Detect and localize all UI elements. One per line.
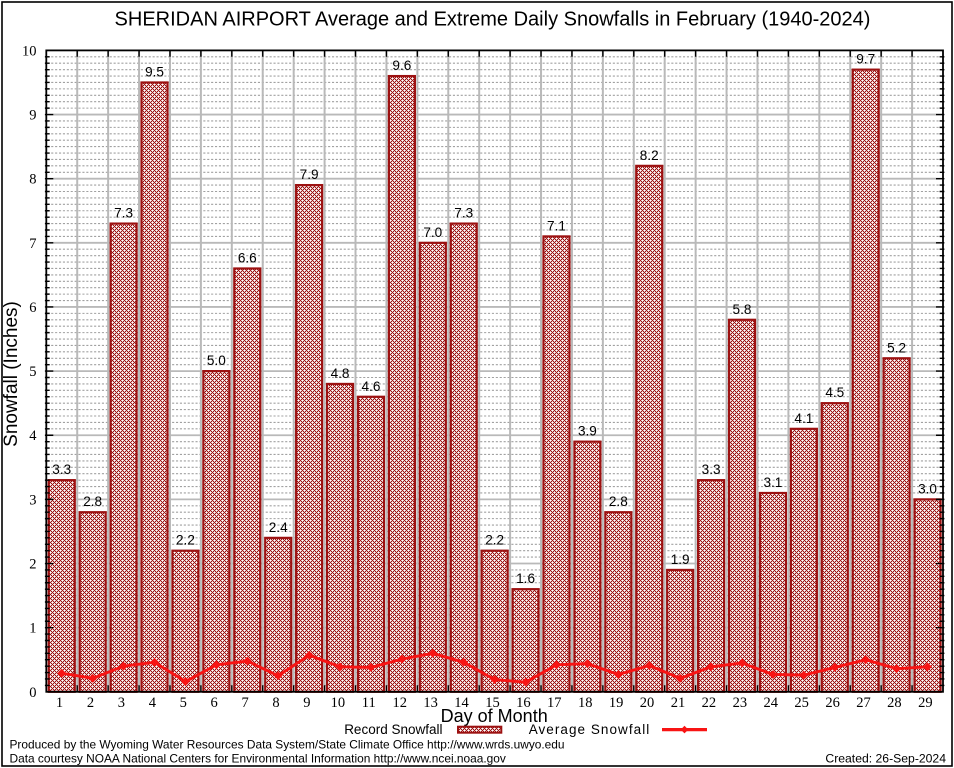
svg-text:1: 1 bbox=[56, 695, 63, 711]
svg-text:7.9: 7.9 bbox=[300, 167, 319, 182]
svg-text:3.3: 3.3 bbox=[52, 462, 71, 477]
svg-text:5: 5 bbox=[29, 364, 36, 380]
svg-text:7.0: 7.0 bbox=[423, 225, 442, 240]
svg-text:4: 4 bbox=[29, 428, 37, 444]
svg-text:6: 6 bbox=[29, 300, 36, 316]
svg-text:7.3: 7.3 bbox=[454, 206, 473, 221]
svg-text:10: 10 bbox=[331, 695, 346, 711]
svg-text:20: 20 bbox=[640, 695, 655, 711]
svg-text:3: 3 bbox=[29, 492, 36, 508]
svg-text:Record Snowfall: Record Snowfall bbox=[344, 722, 442, 737]
svg-text:8.2: 8.2 bbox=[640, 148, 659, 163]
svg-text:28: 28 bbox=[887, 695, 902, 711]
svg-text:9.7: 9.7 bbox=[856, 52, 875, 67]
svg-text:4.6: 4.6 bbox=[362, 379, 381, 394]
svg-text:3.3: 3.3 bbox=[702, 462, 721, 477]
svg-text:Snowfall (Inches): Snowfall (Inches) bbox=[1, 301, 22, 447]
svg-text:9: 9 bbox=[303, 695, 310, 711]
svg-text:7: 7 bbox=[29, 236, 36, 252]
svg-text:23: 23 bbox=[733, 695, 748, 711]
svg-text:2: 2 bbox=[29, 557, 36, 573]
svg-text:8: 8 bbox=[29, 172, 36, 188]
svg-text:13: 13 bbox=[423, 695, 438, 711]
svg-text:Produced by the Wyoming Water: Produced by the Wyoming Water Resources … bbox=[10, 738, 565, 752]
svg-text:4.8: 4.8 bbox=[331, 366, 350, 381]
svg-text:7.1: 7.1 bbox=[547, 218, 566, 233]
svg-text:14: 14 bbox=[454, 695, 469, 711]
svg-text:1.6: 1.6 bbox=[516, 571, 535, 586]
svg-text:3.9: 3.9 bbox=[578, 424, 597, 439]
svg-text:4.5: 4.5 bbox=[825, 385, 844, 400]
svg-text:5.2: 5.2 bbox=[887, 340, 906, 355]
svg-text:SHERIDAN AIRPORT Average and E: SHERIDAN AIRPORT Average and Extreme Dai… bbox=[115, 9, 871, 31]
svg-text:2: 2 bbox=[87, 695, 94, 711]
svg-text:26: 26 bbox=[825, 695, 840, 711]
svg-text:2.4: 2.4 bbox=[269, 520, 288, 535]
svg-text:10: 10 bbox=[22, 43, 37, 59]
svg-text:4.1: 4.1 bbox=[794, 411, 813, 426]
svg-text:7: 7 bbox=[241, 695, 248, 711]
svg-text:2.2: 2.2 bbox=[485, 533, 504, 548]
svg-text:5.8: 5.8 bbox=[733, 302, 752, 317]
svg-text:Day of Month: Day of Month bbox=[441, 706, 548, 726]
svg-text:Data courtesy NOAA National Ce: Data courtesy NOAA National Centers for … bbox=[10, 752, 506, 766]
svg-text:3.1: 3.1 bbox=[763, 475, 782, 490]
svg-text:3.0: 3.0 bbox=[918, 481, 937, 496]
svg-text:8: 8 bbox=[272, 695, 279, 711]
svg-text:9: 9 bbox=[29, 108, 36, 124]
svg-text:2.8: 2.8 bbox=[609, 494, 628, 509]
svg-text:25: 25 bbox=[794, 695, 809, 711]
svg-text:22: 22 bbox=[702, 695, 717, 711]
svg-text:18: 18 bbox=[578, 695, 593, 711]
svg-text:4: 4 bbox=[149, 695, 157, 711]
svg-text:19: 19 bbox=[609, 695, 624, 711]
svg-text:0: 0 bbox=[29, 685, 36, 701]
svg-text:5.0: 5.0 bbox=[207, 353, 226, 368]
svg-text:5: 5 bbox=[180, 695, 187, 711]
svg-text:6.6: 6.6 bbox=[238, 250, 257, 265]
svg-text:11: 11 bbox=[362, 695, 376, 711]
svg-text:27: 27 bbox=[856, 695, 871, 711]
svg-text:7.3: 7.3 bbox=[114, 206, 133, 221]
svg-text:Average Snowfall: Average Snowfall bbox=[529, 722, 651, 737]
svg-text:17: 17 bbox=[547, 695, 562, 711]
svg-text:1: 1 bbox=[29, 621, 36, 637]
svg-text:2.2: 2.2 bbox=[176, 533, 195, 548]
svg-text:1.9: 1.9 bbox=[671, 552, 690, 567]
svg-text:29: 29 bbox=[918, 695, 933, 711]
svg-text:6: 6 bbox=[211, 695, 218, 711]
svg-text:16: 16 bbox=[516, 695, 531, 711]
svg-text:9.5: 9.5 bbox=[145, 64, 164, 79]
svg-text:Created: 26-Sep-2024: Created: 26-Sep-2024 bbox=[825, 752, 946, 766]
svg-text:15: 15 bbox=[485, 695, 500, 711]
svg-text:3: 3 bbox=[118, 695, 125, 711]
svg-text:12: 12 bbox=[392, 695, 407, 711]
svg-text:2.8: 2.8 bbox=[83, 494, 102, 509]
svg-text:21: 21 bbox=[671, 695, 686, 711]
svg-text:24: 24 bbox=[763, 695, 778, 711]
svg-text:9.6: 9.6 bbox=[392, 58, 411, 73]
